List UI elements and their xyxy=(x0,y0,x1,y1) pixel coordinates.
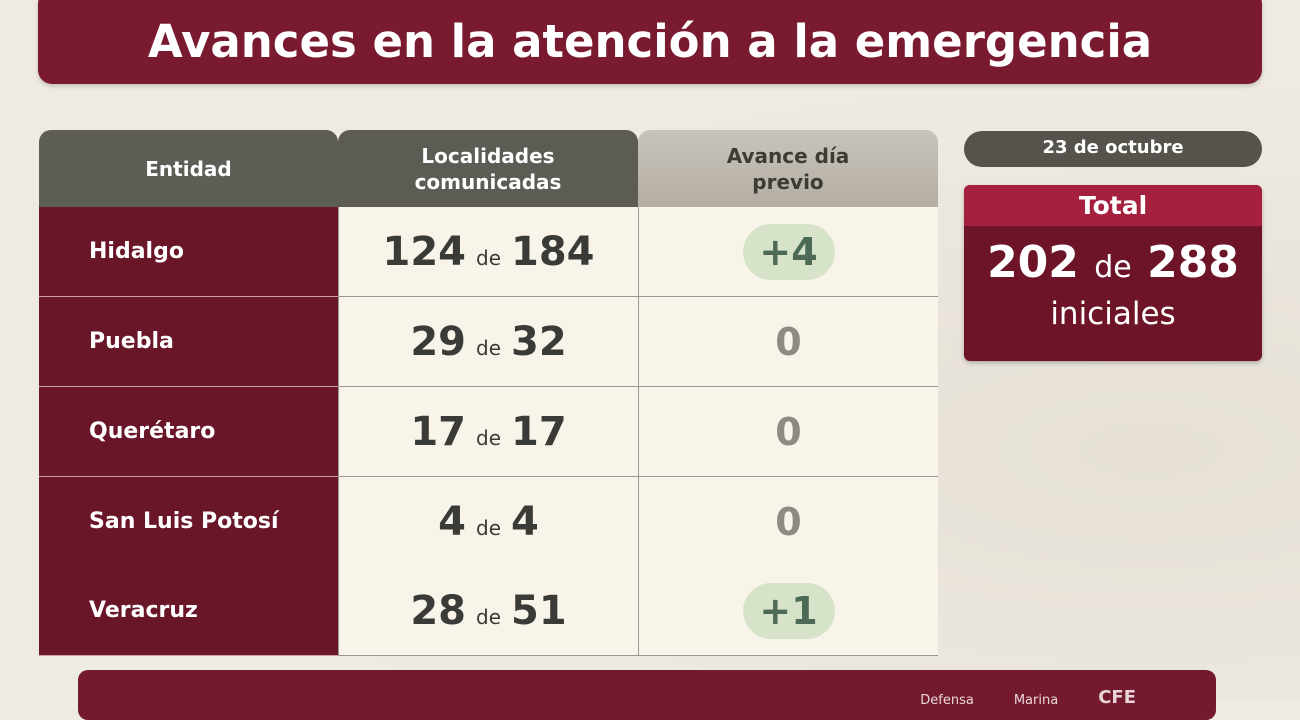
localidades-cell: 17 de 17 xyxy=(338,387,638,477)
total-initial: 288 xyxy=(1147,237,1239,288)
entity-name: Hidalgo xyxy=(39,207,338,297)
communicated-count: 17 xyxy=(410,408,466,455)
avance-badge: +1 xyxy=(742,582,835,639)
total-connector: de xyxy=(1094,250,1132,285)
header-entidad: Entidad xyxy=(39,130,338,207)
table-row: San Luis Potosí 4 de 4 0 xyxy=(39,477,938,567)
footer-item: CFE xyxy=(1098,687,1136,708)
total-count: 32 xyxy=(511,318,567,365)
header-localidades: Localidades comunicadas xyxy=(338,130,638,207)
total-count: 202 xyxy=(987,237,1079,288)
avance-cell: +1 xyxy=(638,566,938,656)
total-label: Total xyxy=(964,185,1262,226)
date-badge: 23 de octubre xyxy=(964,131,1262,167)
total-value: 202 de 288 xyxy=(964,236,1262,295)
avance-badge: +4 xyxy=(742,223,835,280)
avance-value: 0 xyxy=(775,499,802,544)
avance-cell: 0 xyxy=(638,387,938,477)
table-row: Hidalgo 124 de 184 +4 xyxy=(39,207,938,297)
communicated-count: 28 xyxy=(410,587,466,634)
connector: de xyxy=(476,335,501,360)
entity-name: San Luis Potosí xyxy=(39,477,338,567)
connector: de xyxy=(476,245,501,270)
avance-cell: 0 xyxy=(638,297,938,387)
avance-cell: +4 xyxy=(638,207,938,297)
total-count: 17 xyxy=(511,408,567,455)
table-row: Querétaro 17 de 17 0 xyxy=(39,387,938,477)
total-count: 4 xyxy=(511,498,539,545)
localidades-cell: 124 de 184 xyxy=(338,207,638,297)
communicated-count: 29 xyxy=(410,318,466,365)
footer-item: Marina xyxy=(1013,693,1059,708)
connector: de xyxy=(476,604,501,629)
localidades-cell: 4 de 4 xyxy=(338,477,638,567)
entity-name: Puebla xyxy=(39,297,338,387)
page-title: Avances en la atención a la emergencia xyxy=(38,0,1262,84)
avance-value: 0 xyxy=(775,319,802,364)
localidades-cell: 28 de 51 xyxy=(338,566,638,656)
entity-name: Veracruz xyxy=(39,566,338,656)
total-count: 184 xyxy=(511,228,595,275)
header-avance-label: Avance día previo xyxy=(726,143,850,194)
entity-name: Querétaro xyxy=(39,387,338,477)
total-card: Total 202 de 288 iniciales xyxy=(964,185,1262,361)
connector: de xyxy=(476,515,501,540)
communicated-count: 124 xyxy=(382,228,467,275)
total-count: 51 xyxy=(511,587,567,634)
footer-item: Defensa xyxy=(920,693,974,708)
header-localidades-label: Localidades comunicadas xyxy=(414,143,562,194)
avance-cell: 0 xyxy=(638,477,938,567)
connector: de xyxy=(476,425,501,450)
header-avance: Avance día previo xyxy=(638,130,938,207)
table-row: Veracruz 28 de 51 +1 xyxy=(39,566,938,656)
footer-logos: Defensa Marina CFE xyxy=(78,670,1216,720)
avance-value: 0 xyxy=(775,409,802,454)
table-row: Puebla 29 de 32 0 xyxy=(39,297,938,387)
total-suffix: iniciales xyxy=(1050,296,1176,332)
localidades-cell: 29 de 32 xyxy=(338,297,638,387)
communicated-count: 4 xyxy=(438,498,466,545)
